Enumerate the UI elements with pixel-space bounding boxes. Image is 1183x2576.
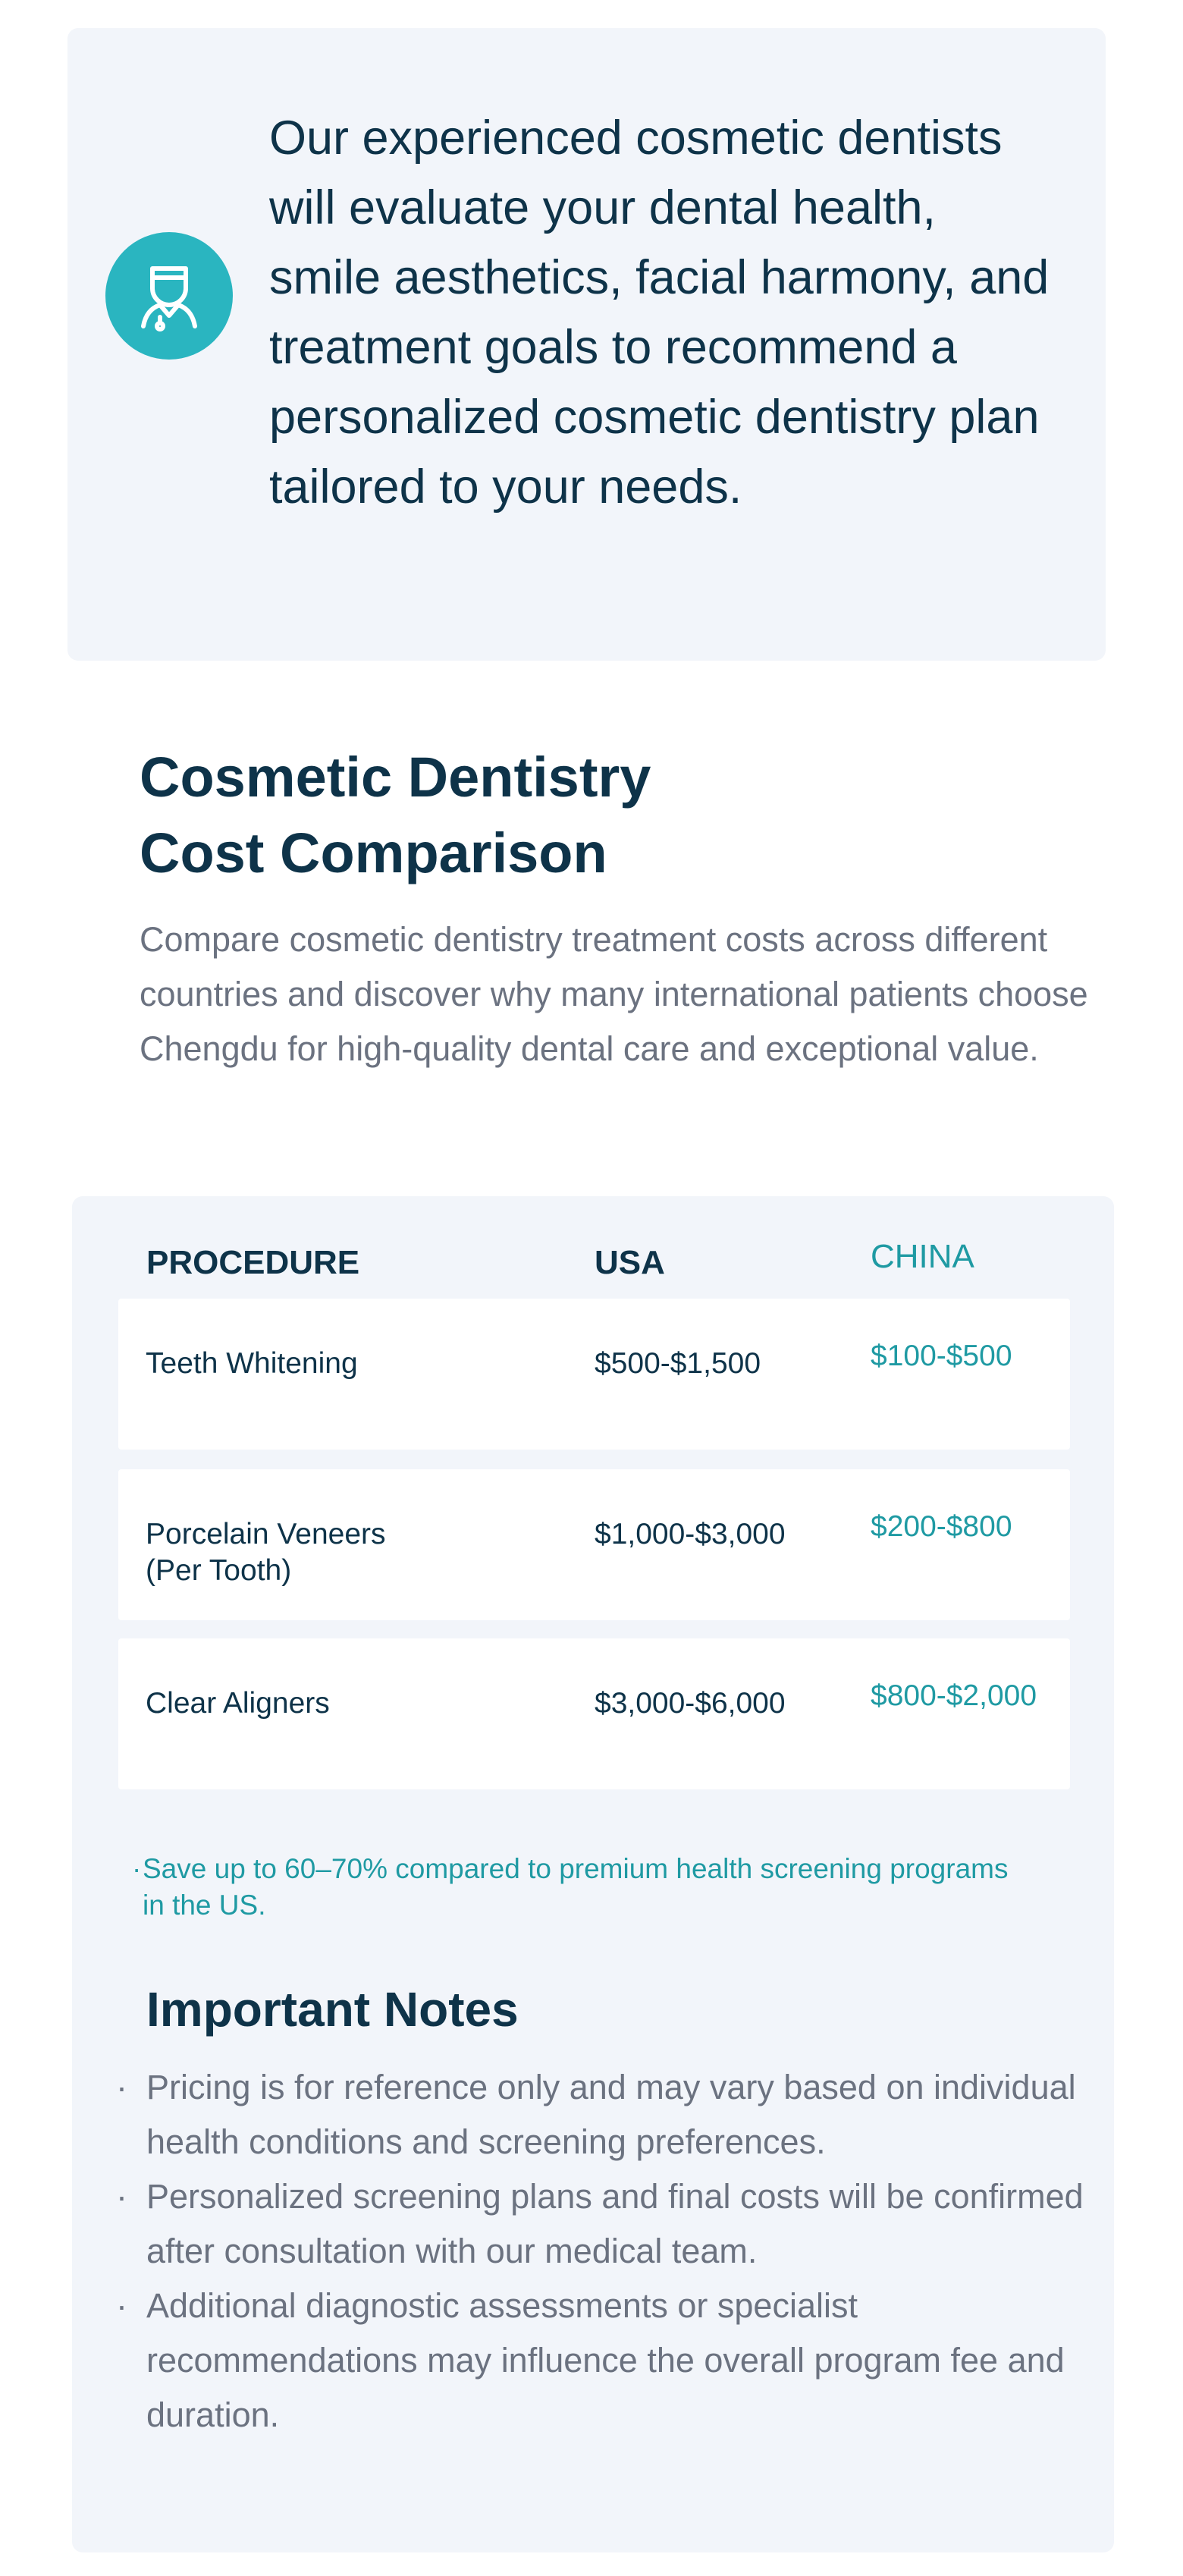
note-item: Pricing is for reference only and may va… xyxy=(116,2060,1087,2169)
price-cell: $1,000-$3,000 xyxy=(595,1518,786,1550)
doctor-icon xyxy=(105,232,233,360)
price-cell: $200-$800 xyxy=(871,1510,1012,1543)
note-item: Personalized screening plans and final c… xyxy=(116,2169,1087,2279)
table-row: Clear Aligners $3,000-$6,000 $800-$2,000 xyxy=(118,1638,1070,1789)
section-description: Compare cosmetic dentistry treatment cos… xyxy=(140,920,1088,1068)
price-cell: $800-$2,000 xyxy=(871,1679,1037,1712)
notes-list: Pricing is for reference only and may va… xyxy=(116,2060,1087,2442)
column-header: USA xyxy=(595,1244,665,1281)
price-cell: $3,000-$6,000 xyxy=(595,1687,786,1720)
title-line: Cosmetic Dentistry xyxy=(140,746,651,809)
procedure-cell: Porcelain Veneers (Per Tooth) xyxy=(146,1518,386,1587)
notes-title: Important Notes xyxy=(146,1982,519,2037)
savings-note: Save up to 60–70% compared to premium he… xyxy=(132,1851,1037,1924)
price-cell: $100-$500 xyxy=(871,1340,1012,1372)
column-header: PROCEDURE xyxy=(146,1244,360,1281)
procedure-cell: Clear Aligners xyxy=(146,1687,330,1720)
column-header: CHINA xyxy=(871,1238,974,1275)
intro-text: Our experienced cosmetic dentists will e… xyxy=(269,112,1050,514)
procedure-cell: Teeth Whitening xyxy=(146,1347,358,1380)
section-title: Cosmetic Dentistry Cost Comparison xyxy=(140,740,1050,891)
table-row: Teeth Whitening $500-$1,500 $100-$500 xyxy=(118,1299,1070,1450)
price-cell: $500-$1,500 xyxy=(595,1347,761,1380)
intro-card xyxy=(67,28,1106,661)
title-line: Cost Comparison xyxy=(140,821,607,884)
note-item: Additional diagnostic assessments or spe… xyxy=(116,2279,1087,2442)
table-row: Porcelain Veneers (Per Tooth) $1,000-$3,0… xyxy=(118,1469,1070,1620)
